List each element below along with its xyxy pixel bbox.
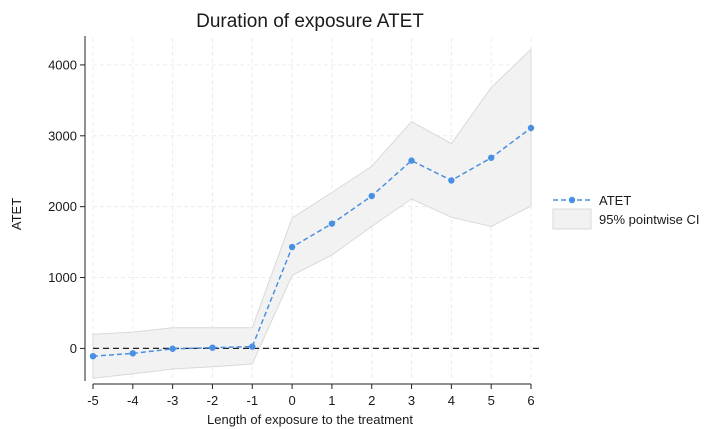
y-tick-label: 0 bbox=[70, 341, 77, 356]
x-tick-label: 1 bbox=[328, 393, 335, 408]
x-tick-label: -4 bbox=[127, 393, 139, 408]
x-axis-label: Length of exposure to the treatment bbox=[207, 412, 413, 427]
x-tick-label: 4 bbox=[448, 393, 455, 408]
legend-ci-label: 95% pointwise CI bbox=[599, 212, 699, 227]
atet-point bbox=[169, 345, 176, 352]
legend: ATET 95% pointwise CI bbox=[552, 193, 699, 230]
y-tick-label: 3000 bbox=[48, 128, 77, 143]
atet-point bbox=[487, 154, 495, 161]
y-tick-label: 2000 bbox=[48, 199, 77, 214]
atet-point bbox=[288, 243, 296, 251]
y-ticks: 0 1000 2000 3000 4000 bbox=[48, 57, 85, 356]
chart-title: Duration of exposure ATET bbox=[196, 11, 424, 32]
x-tick-label: 6 bbox=[527, 393, 534, 408]
atet-line bbox=[92, 127, 532, 357]
legend-atet-label: ATET bbox=[599, 193, 631, 208]
atet-point bbox=[527, 124, 535, 132]
atet-point bbox=[249, 343, 256, 350]
x-tick-label: -1 bbox=[246, 393, 258, 408]
atet-point bbox=[89, 352, 97, 360]
atet-point bbox=[328, 220, 336, 227]
y-axis-label: ATET bbox=[9, 198, 24, 230]
legend-atet-marker bbox=[568, 196, 576, 204]
x-tick-label: 3 bbox=[408, 393, 415, 408]
legend-ci-swatch bbox=[552, 208, 592, 230]
x-tick-label: -5 bbox=[87, 393, 99, 408]
atet-point bbox=[448, 177, 455, 184]
atet-point bbox=[408, 157, 415, 164]
x-tick-label: -3 bbox=[167, 393, 179, 408]
y-tick-label: 4000 bbox=[48, 57, 77, 72]
x-tick-label: 5 bbox=[488, 393, 495, 408]
y-tick-label: 1000 bbox=[48, 270, 77, 285]
ci-band bbox=[92, 48, 532, 379]
x-tick-label: 2 bbox=[368, 393, 375, 408]
atet-point bbox=[368, 192, 375, 200]
atet-point bbox=[129, 350, 137, 357]
atet-points bbox=[89, 124, 535, 360]
x-ticks: -5 -4 -3 -2 -1 0 1 2 3 4 5 6 bbox=[87, 384, 535, 408]
x-tick-label: -2 bbox=[207, 393, 219, 408]
x-tick-label: 0 bbox=[288, 393, 295, 408]
atet-point bbox=[209, 344, 216, 351]
